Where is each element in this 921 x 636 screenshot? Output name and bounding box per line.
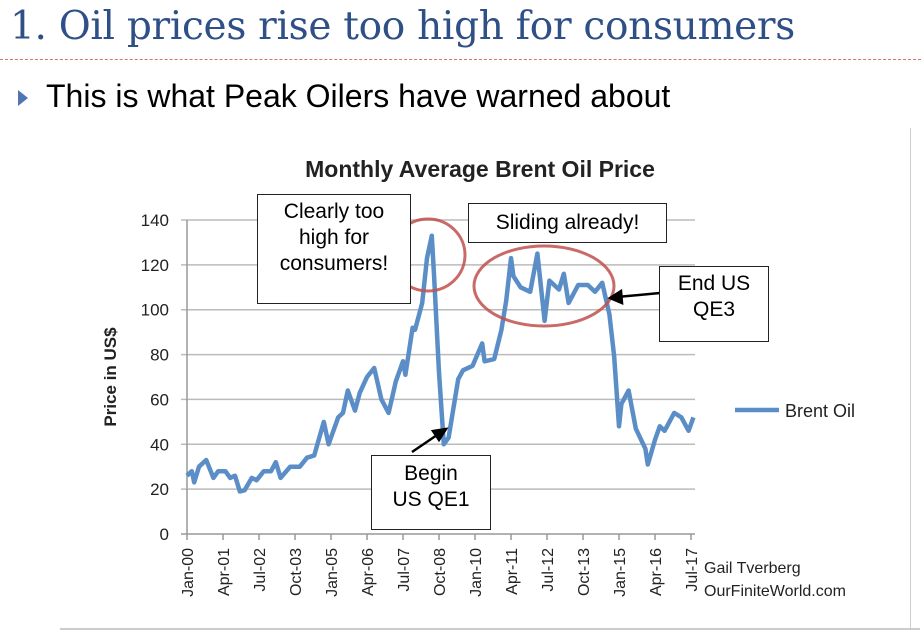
chart-title: Monthly Average Brent Oil Price	[305, 156, 655, 182]
credit-author: Gail Tverberg	[704, 560, 801, 577]
annotation-line: End US	[677, 272, 751, 295]
annotation-line: consumers!	[279, 252, 389, 275]
x-tick-label: Jul-12	[540, 548, 557, 592]
x-tick-label: Apr-11	[504, 548, 521, 595]
series-line-brent-oil	[185, 233, 696, 494]
legend: Brent Oil	[735, 401, 855, 421]
x-tick-label: Jan-05	[324, 548, 341, 597]
annotation-text: Sliding already!	[495, 211, 640, 234]
x-tick-label: Jan-15	[612, 548, 629, 597]
y-tick-label: 40	[150, 435, 169, 454]
y-tick-label: 60	[150, 390, 169, 409]
x-tick-label: Oct-03	[288, 548, 305, 596]
annotation-clearly-too-high: Clearly too high for consumers!	[257, 194, 411, 304]
slide-title: 1. Oil prices rise too high for consumer…	[10, 4, 795, 49]
y-tick-label: 20	[150, 480, 169, 499]
annotation-line: high for	[298, 226, 370, 249]
chart-frame-right	[910, 128, 911, 628]
annotation-sliding-already: Sliding already!	[468, 203, 667, 243]
bullet-text: This is what Peak Oilers have warned abo…	[46, 78, 671, 114]
x-tick-label: Apr-01	[216, 548, 233, 596]
title-divider	[0, 59, 921, 60]
annotation-line: Begin	[404, 462, 458, 485]
arrow-begin-qe1	[411, 427, 449, 454]
y-tick-label: 0	[160, 525, 169, 544]
x-tick-label: Jul-07	[396, 548, 413, 592]
y-tick-label: 120	[141, 256, 169, 275]
annotation-line: US QE1	[392, 488, 470, 511]
bullet-triangle-icon	[18, 90, 28, 106]
x-tick-label: Jul-02	[252, 548, 269, 592]
legend-label: Brent Oil	[785, 401, 855, 421]
y-axis-label: Price in US$	[101, 327, 120, 427]
x-tick-label: Oct-13	[576, 548, 593, 596]
credit-site: OurFiniteWorld.com	[704, 583, 846, 600]
x-tick-label: Jul-17	[684, 548, 701, 592]
x-tick-label: Jan-10	[468, 548, 485, 597]
x-tick-label: Oct-08	[432, 548, 449, 596]
arrow-end-qe3	[607, 288, 661, 305]
y-tick-label: 80	[150, 346, 169, 365]
y-tick-label: 140	[141, 211, 169, 230]
x-tick-label: Jan-00	[180, 548, 197, 597]
highlight-ellipse-2011-2014	[472, 244, 616, 328]
annotation-line: QE3	[692, 298, 736, 321]
annotation-line: Clearly too	[283, 200, 385, 223]
y-tick-label: 100	[141, 301, 169, 320]
x-tick-label: Apr-16	[648, 548, 665, 596]
x-tick-label: Apr-06	[360, 548, 377, 596]
annotation-end-us-qe3: End US QE3	[659, 266, 769, 342]
chart-frame-bottom	[60, 628, 920, 630]
annotation-begin-us-qe1: Begin US QE1	[371, 455, 491, 530]
